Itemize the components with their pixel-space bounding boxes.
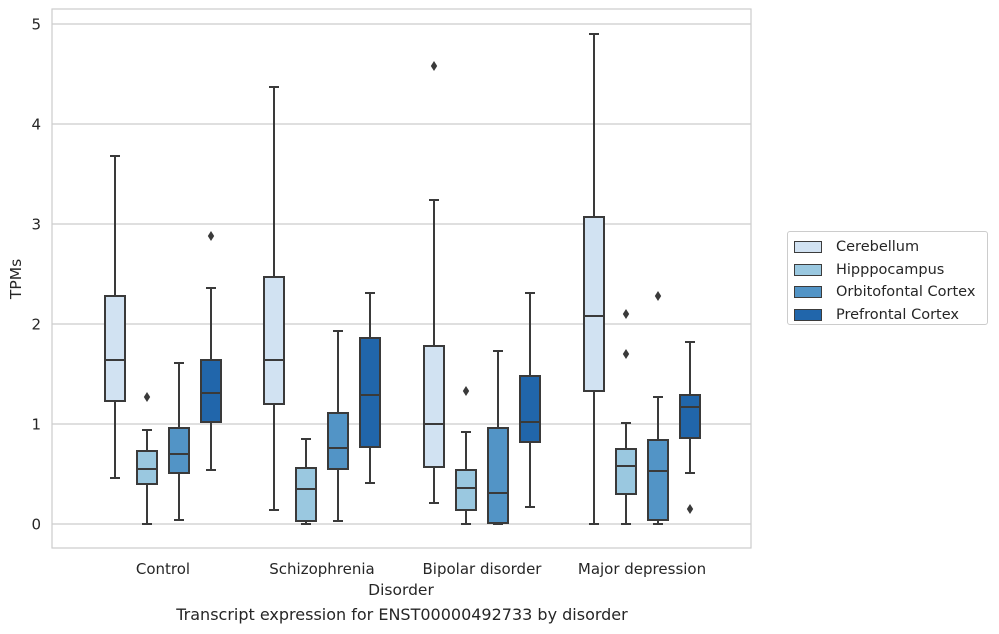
series-hipppocampus xyxy=(136,309,637,525)
x-tick-label: Control xyxy=(136,560,190,578)
box xyxy=(455,386,477,525)
box-body xyxy=(327,412,349,470)
legend-item: Orbitofontal Cortex xyxy=(794,281,981,304)
outlier-point xyxy=(654,291,662,301)
box xyxy=(104,155,126,479)
x-tick-label: Bipolar disorder xyxy=(423,560,543,578)
series-orbitofontal-cortex xyxy=(168,291,669,525)
plot-frame xyxy=(51,8,752,549)
legend-label: Cerebellum xyxy=(836,239,920,256)
box-body xyxy=(423,345,445,468)
x-tick-label: Major depression xyxy=(578,560,706,578)
box-body xyxy=(295,467,317,522)
y-tick-label: 2 xyxy=(31,316,41,334)
box-body xyxy=(136,450,158,485)
box-body xyxy=(583,216,605,392)
outlier-point xyxy=(686,504,694,514)
outlier-point xyxy=(622,349,630,359)
box-body xyxy=(359,337,381,448)
box-body xyxy=(487,427,509,524)
outlier-point xyxy=(207,231,215,241)
box xyxy=(136,392,158,525)
legend-swatch xyxy=(794,241,822,254)
box xyxy=(679,341,701,514)
x-axis-label: Disorder xyxy=(368,581,434,599)
legend-swatch xyxy=(794,286,822,299)
y-tick-label: 1 xyxy=(31,416,41,434)
grid-lines xyxy=(52,23,751,525)
box xyxy=(295,438,317,525)
y-tick-label: 0 xyxy=(31,516,41,534)
series-cerebellum xyxy=(104,33,605,525)
y-tick-label: 5 xyxy=(31,16,41,34)
box xyxy=(647,291,669,525)
legend-swatch xyxy=(794,263,822,276)
x-tick-label: Schizophrenia xyxy=(269,560,374,578)
legend-label: Orbitofontal Cortex xyxy=(836,284,976,301)
box xyxy=(583,33,605,525)
legend-label: Prefrontal Cortex xyxy=(836,306,959,323)
box-body xyxy=(519,375,541,443)
box-body xyxy=(263,276,285,405)
legend-item: Prefrontal Cortex xyxy=(794,304,981,327)
box-body xyxy=(200,359,222,423)
box-body xyxy=(455,469,477,511)
x-tick-labels: Control Schizophrenia Bipolar disorder Majo… xyxy=(136,560,706,578)
legend-label: Hipppocampus xyxy=(836,261,945,278)
box xyxy=(359,292,381,484)
outlier-point xyxy=(430,61,438,71)
y-tick-labels: 0 1 2 3 4 5 xyxy=(31,16,41,534)
figure-caption: Transcript expression for ENST0000049273… xyxy=(176,605,628,624)
box-body xyxy=(104,295,126,402)
legend-swatch xyxy=(794,308,822,321)
y-tick-label: 3 xyxy=(31,216,41,234)
box xyxy=(615,309,637,525)
outlier-point xyxy=(622,309,630,319)
box xyxy=(327,330,349,522)
box xyxy=(423,61,445,504)
box xyxy=(519,292,541,508)
box-body xyxy=(168,427,190,474)
box xyxy=(168,362,190,521)
box xyxy=(263,86,285,511)
outlier-point xyxy=(143,392,151,402)
legend-item: Hipppocampus xyxy=(794,259,981,282)
box-body xyxy=(679,394,701,439)
box-series xyxy=(104,33,701,525)
box-body xyxy=(647,439,669,521)
legend-item: Cerebellum xyxy=(794,236,981,259)
box xyxy=(487,350,509,525)
box-body xyxy=(615,448,637,495)
y-tick-label: 4 xyxy=(31,116,41,134)
legend: Cerebellum Hipppocampus Orbitofontal Corte… xyxy=(787,231,988,325)
outlier-point xyxy=(462,386,470,396)
y-axis-label: TPMs xyxy=(7,259,25,300)
series-prefrontal-cortex xyxy=(200,231,701,514)
box xyxy=(200,231,222,471)
